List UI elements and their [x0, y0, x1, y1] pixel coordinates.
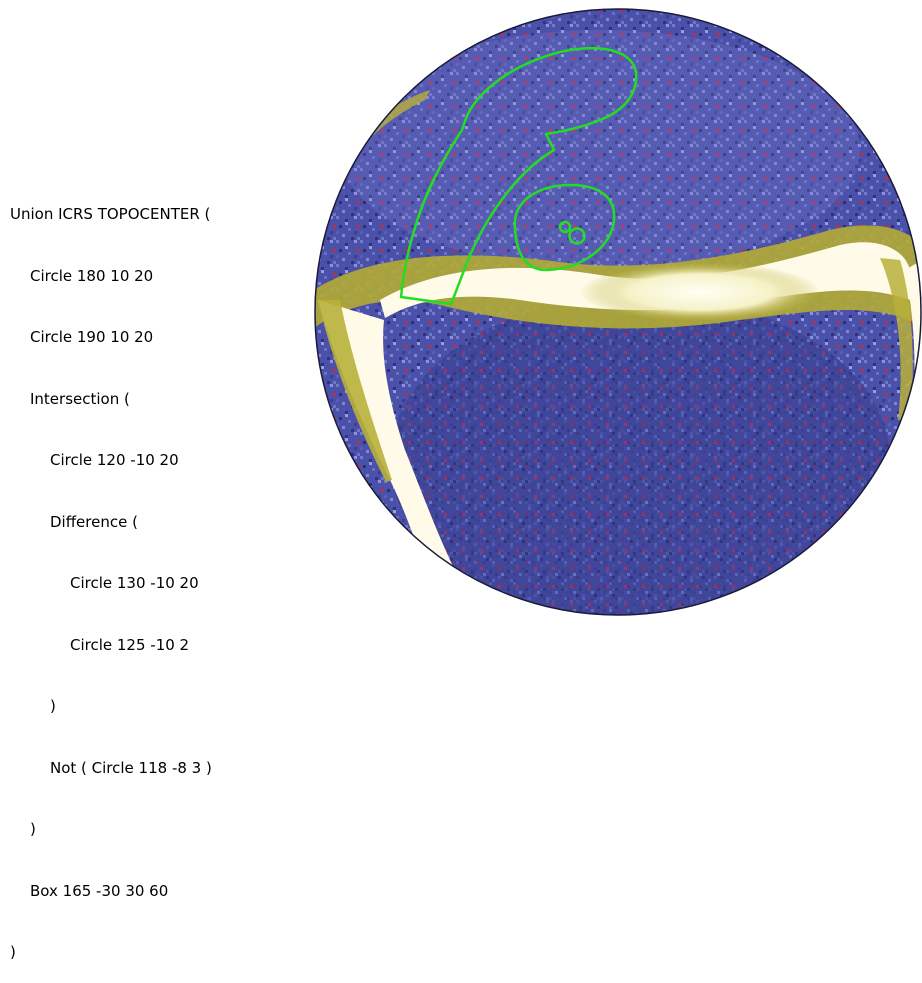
all-sky-map-icon: [314, 8, 922, 616]
code-line: Circle 180 10 20: [30, 266, 154, 285]
code-line: Circle 190 10 20: [30, 328, 154, 346]
code-line: Box 165 -30 30 60: [30, 881, 169, 900]
code-line: Circle 125 -10 2: [70, 635, 190, 654]
code-line: Circle 120 -10 20: [50, 451, 179, 469]
code-line: ): [30, 820, 36, 838]
code-line: Difference (: [50, 512, 138, 531]
code-line: ): [10, 943, 16, 961]
code-line: Union ICRS TOPOCENTER (: [10, 205, 211, 223]
code-line: ): [50, 697, 56, 715]
code-line: Circle 130 -10 20: [70, 574, 199, 592]
code-line: Intersection (: [30, 389, 130, 408]
code-line: Not ( Circle 118 -8 3 ): [50, 758, 212, 777]
